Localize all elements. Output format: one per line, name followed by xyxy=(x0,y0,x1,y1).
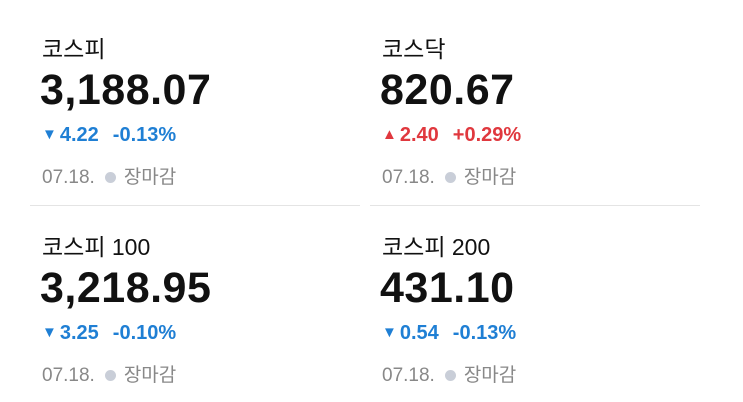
index-date: 07.18. 장마감 xyxy=(42,162,176,189)
market-status: 장마감 xyxy=(463,365,517,386)
index-card-kosdaq[interactable]: 코스닥 820.67 ▲ 2.40 +0.29% 07.18. 장마감 xyxy=(370,0,700,206)
index-change: ▼ 4.22 -0.13% xyxy=(42,124,190,147)
index-name: 코스피 100 xyxy=(42,234,151,260)
date-text: 07.18. xyxy=(382,365,435,386)
change-value: 3.25 xyxy=(59,322,99,344)
down-triangle-icon: ▼ xyxy=(42,126,57,143)
index-change: ▼ 0.54 -0.13% xyxy=(382,322,530,345)
market-status: 장마감 xyxy=(123,167,177,188)
index-price: 3,218.95 xyxy=(40,264,212,312)
change-value: 0.54 xyxy=(399,322,439,344)
down-triangle-icon: ▼ xyxy=(42,324,57,341)
divider xyxy=(30,205,360,206)
index-date: 07.18. 장마감 xyxy=(42,360,176,387)
up-triangle-icon: ▲ xyxy=(382,126,397,143)
index-name: 코스피 xyxy=(42,36,106,62)
status-dot-icon xyxy=(104,171,116,183)
date-text: 07.18. xyxy=(42,365,95,386)
change-value: 4.22 xyxy=(59,124,99,146)
down-triangle-icon: ▼ xyxy=(382,324,397,341)
change-value: 2.40 xyxy=(399,124,439,146)
status-dot-icon xyxy=(444,369,456,381)
change-percent: -0.13% xyxy=(112,124,177,146)
index-price: 3,188.07 xyxy=(40,66,212,114)
index-card-kospi200[interactable]: 코스피 200 431.10 ▼ 0.54 -0.13% 07.18. 장마감 xyxy=(370,198,700,388)
change-percent: -0.13% xyxy=(452,322,517,344)
index-name: 코스닥 xyxy=(382,36,446,62)
index-change: ▲ 2.40 +0.29% xyxy=(382,124,535,147)
index-price: 431.10 xyxy=(380,264,515,312)
market-status: 장마감 xyxy=(463,167,517,188)
index-price: 820.67 xyxy=(380,66,515,114)
index-card-kospi[interactable]: 코스피 3,188.07 ▼ 4.22 -0.13% 07.18. 장마감 xyxy=(30,0,360,206)
divider xyxy=(370,205,700,206)
index-change: ▼ 3.25 -0.10% xyxy=(42,322,190,345)
market-status: 장마감 xyxy=(123,365,177,386)
status-dot-icon xyxy=(444,171,456,183)
status-dot-icon xyxy=(104,369,116,381)
change-percent: +0.29% xyxy=(452,124,522,146)
date-text: 07.18. xyxy=(42,167,95,188)
index-card-kospi100[interactable]: 코스피 100 3,218.95 ▼ 3.25 -0.10% 07.18. 장마감 xyxy=(30,198,360,388)
date-text: 07.18. xyxy=(382,167,435,188)
change-percent: -0.10% xyxy=(112,322,177,344)
index-date: 07.18. 장마감 xyxy=(382,360,516,387)
index-name: 코스피 200 xyxy=(382,234,491,260)
index-date: 07.18. 장마감 xyxy=(382,162,516,189)
